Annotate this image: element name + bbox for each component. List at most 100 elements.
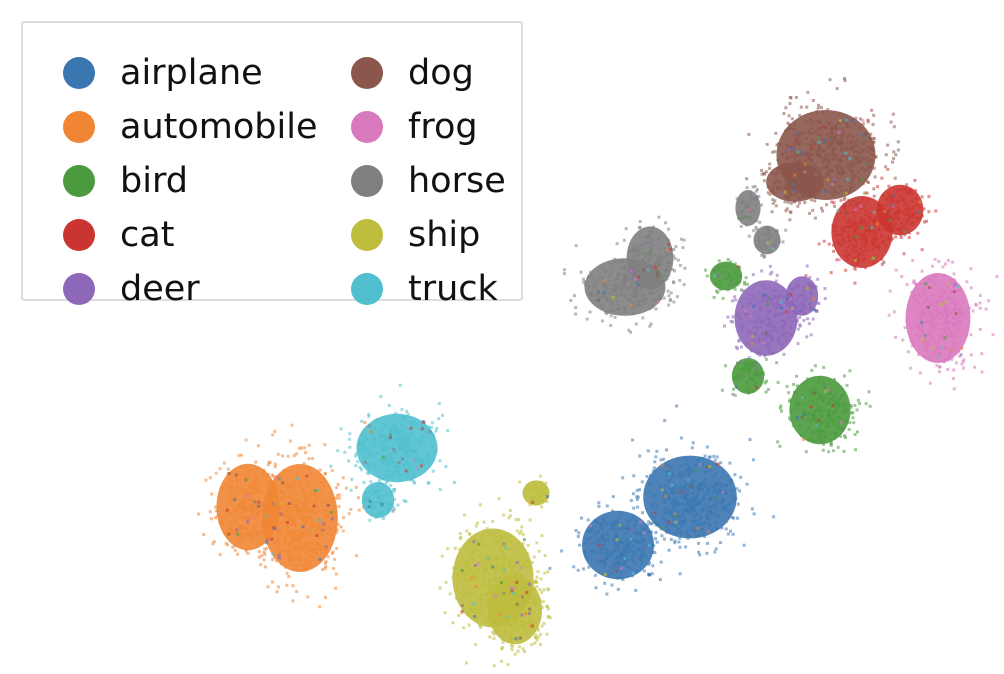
point-frog [932, 298, 936, 301]
point-deer [783, 319, 787, 323]
point-airplane [703, 484, 706, 488]
point-cat [897, 208, 901, 212]
point-dog [788, 123, 792, 127]
point-horse [587, 285, 591, 288]
point-automobile [326, 514, 330, 518]
point-bird [832, 422, 836, 426]
point-deer [764, 306, 768, 310]
point-ship [544, 481, 548, 485]
point-automobile [229, 527, 233, 531]
point-deer [775, 273, 779, 277]
point-bird [236, 532, 240, 536]
point-dog [840, 166, 844, 170]
point-horse [628, 249, 632, 253]
point-truck [428, 441, 432, 445]
point-automobile [290, 536, 294, 540]
point-automobile [278, 543, 282, 547]
point-automobile [271, 558, 275, 562]
point-bird [805, 377, 809, 381]
point-bird [844, 408, 847, 412]
point-airplane [590, 549, 594, 553]
point-bird [779, 404, 783, 408]
point-ship [458, 547, 461, 551]
point-dog [843, 79, 847, 83]
point-ship [931, 347, 935, 350]
point-deer [761, 283, 765, 287]
point-frog [914, 298, 918, 302]
point-truck [381, 457, 385, 461]
point-deer [273, 527, 277, 531]
point-frog [932, 350, 936, 354]
point-cat [881, 216, 885, 220]
point-dog [771, 150, 775, 154]
point-bird [943, 336, 947, 340]
point-deer [798, 323, 802, 327]
point-horse [614, 260, 618, 264]
point-truck [389, 490, 393, 494]
point-ship [510, 614, 514, 617]
point-deer [807, 283, 811, 287]
point-cat [843, 205, 847, 209]
point-ship [484, 586, 488, 590]
point-bird [816, 433, 820, 437]
point-automobile [242, 523, 246, 527]
point-automobile [278, 528, 282, 532]
point-airplane [686, 509, 690, 513]
point-dog [857, 176, 861, 180]
point-cat [864, 266, 867, 270]
point-horse [648, 324, 652, 328]
point-deer [731, 392, 735, 396]
point-bird [744, 368, 748, 372]
point-cat [653, 265, 657, 269]
point-truck [403, 448, 407, 452]
point-airplane [673, 484, 676, 488]
point-airplane [701, 462, 705, 466]
point-dog [788, 95, 792, 99]
point-ship [523, 650, 527, 654]
point-dog [802, 180, 805, 184]
point-deer [802, 304, 806, 308]
point-truck [378, 436, 382, 440]
point-dog [859, 150, 863, 154]
point-automobile [330, 551, 334, 555]
point-dog [844, 154, 848, 158]
point-ship [474, 643, 478, 647]
point-cat [888, 215, 892, 219]
point-airplane [677, 474, 681, 478]
point-horse [745, 201, 749, 205]
point-dog [326, 503, 330, 507]
point-airplane [920, 320, 924, 324]
point-truck [397, 438, 401, 442]
point-frog [946, 259, 950, 262]
point-dog [803, 158, 807, 162]
point-cat [856, 225, 860, 229]
point-truck [369, 453, 373, 457]
point-airplane [620, 552, 624, 556]
point-horse [666, 467, 669, 471]
point-automobile [357, 508, 361, 512]
point-frog [936, 289, 940, 293]
point-dog [518, 636, 522, 640]
point-airplane [491, 565, 495, 569]
point-dog [854, 162, 858, 166]
point-deer [768, 331, 772, 334]
point-airplane [698, 483, 701, 487]
point-automobile [288, 523, 292, 526]
point-ship [490, 532, 494, 536]
point-airplane [636, 505, 640, 509]
point-dog [813, 188, 817, 191]
point-ship [517, 610, 521, 614]
point-ship [518, 551, 522, 555]
point-truck [384, 421, 388, 425]
point-truck [399, 443, 403, 447]
point-truck [403, 462, 407, 466]
point-horse [636, 303, 640, 307]
point-dog [855, 150, 859, 154]
point-dog [812, 141, 816, 145]
point-bird [827, 421, 831, 425]
point-truck [396, 436, 400, 440]
point-horse [649, 230, 653, 234]
point-airplane [688, 505, 692, 509]
point-cat [858, 247, 862, 251]
point-airplane [633, 562, 637, 566]
